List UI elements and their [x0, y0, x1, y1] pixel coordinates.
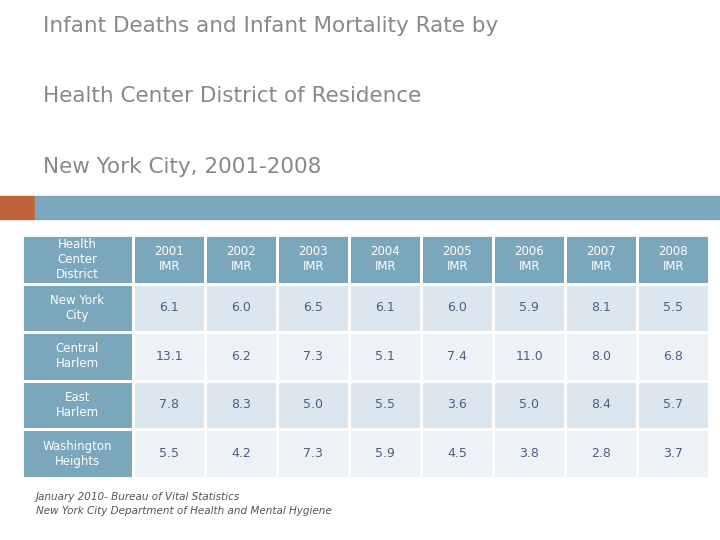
Text: New York City Department of Health and Mental Hygiene: New York City Department of Health and M…	[36, 506, 332, 516]
Text: 6.2: 6.2	[231, 350, 251, 363]
Text: 5.5: 5.5	[159, 447, 179, 460]
Text: 6.1: 6.1	[159, 301, 179, 314]
Text: 5.0: 5.0	[303, 399, 323, 411]
Text: 5.5: 5.5	[663, 301, 683, 314]
Text: 5.5: 5.5	[375, 399, 395, 411]
Text: Health Center District of Residence: Health Center District of Residence	[43, 86, 421, 106]
Text: Washington
Heights: Washington Heights	[42, 440, 112, 468]
Text: 5.7: 5.7	[663, 399, 683, 411]
Text: 2002
IMR: 2002 IMR	[226, 245, 256, 273]
Text: 6.5: 6.5	[303, 301, 323, 314]
Text: 7.3: 7.3	[303, 447, 323, 460]
Text: 2003
IMR: 2003 IMR	[298, 245, 328, 273]
Text: Central
Harlem: Central Harlem	[55, 342, 99, 370]
Text: 11.0: 11.0	[516, 350, 543, 363]
Text: Infant Deaths and Infant Mortality Rate by: Infant Deaths and Infant Mortality Rate …	[43, 16, 498, 36]
Text: 7.8: 7.8	[159, 399, 179, 411]
Text: 3.6: 3.6	[447, 399, 467, 411]
Text: 6.0: 6.0	[231, 301, 251, 314]
Text: 13.1: 13.1	[156, 350, 183, 363]
Text: 7.3: 7.3	[303, 350, 323, 363]
Text: 2006
IMR: 2006 IMR	[514, 245, 544, 273]
Text: 5.0: 5.0	[519, 399, 539, 411]
Text: 8.3: 8.3	[231, 399, 251, 411]
Text: 2004
IMR: 2004 IMR	[370, 245, 400, 273]
Text: New York City, 2001-2008: New York City, 2001-2008	[43, 157, 322, 177]
Text: 2005
IMR: 2005 IMR	[442, 245, 472, 273]
Text: 2007
IMR: 2007 IMR	[586, 245, 616, 273]
Text: 2001
IMR: 2001 IMR	[154, 245, 184, 273]
Text: 5.9: 5.9	[519, 301, 539, 314]
Text: 2008
IMR: 2008 IMR	[658, 245, 688, 273]
Text: 5.1: 5.1	[375, 350, 395, 363]
Text: 8.0: 8.0	[591, 350, 611, 363]
Text: 3.8: 3.8	[519, 447, 539, 460]
Text: 7.4: 7.4	[447, 350, 467, 363]
Text: 8.1: 8.1	[591, 301, 611, 314]
Text: 4.2: 4.2	[231, 447, 251, 460]
Text: 6.0: 6.0	[447, 301, 467, 314]
Text: 5.9: 5.9	[375, 447, 395, 460]
Text: New York
City: New York City	[50, 294, 104, 322]
Text: East
Harlem: East Harlem	[56, 391, 99, 419]
Text: 3.7: 3.7	[663, 447, 683, 460]
Text: 8.4: 8.4	[591, 399, 611, 411]
Text: Health
Center
District: Health Center District	[56, 238, 99, 281]
Text: 2.8: 2.8	[591, 447, 611, 460]
Text: 4.5: 4.5	[447, 447, 467, 460]
Text: 6.1: 6.1	[375, 301, 395, 314]
Text: 6.8: 6.8	[663, 350, 683, 363]
Text: January 2010- Bureau of Vital Statistics: January 2010- Bureau of Vital Statistics	[36, 491, 240, 502]
